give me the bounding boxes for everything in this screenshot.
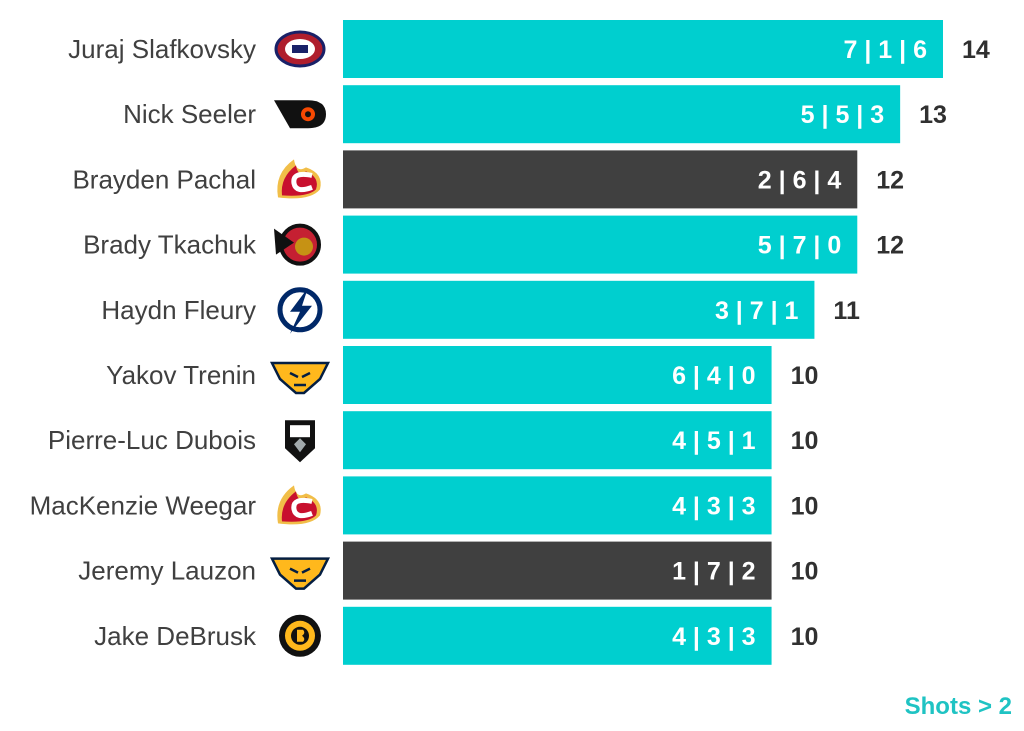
bar-value-label: 10 <box>791 427 819 455</box>
kings-logo-icon <box>285 420 315 463</box>
predators-logo-icon <box>269 361 331 395</box>
bar <box>343 150 858 209</box>
bar-value-label: 10 <box>791 623 819 651</box>
bar-row: Brayden Pachal 2 | 6 | 4 12 <box>72 150 904 209</box>
bar-value-label: 13 <box>919 101 947 129</box>
bar-row: Juraj Slafkovsky 7 | 1 | 6 14 <box>68 20 990 78</box>
player-label: Juraj Slafkovsky <box>68 34 256 64</box>
bar-row: Nick Seeler 5 | 5 | 3 13 <box>123 85 947 144</box>
bar-breakdown-label: 1 | 7 | 2 <box>672 558 755 586</box>
bar <box>343 606 772 665</box>
bar-value-label: 12 <box>876 232 904 260</box>
player-label: Nick Seeler <box>123 99 256 129</box>
bar <box>343 85 901 144</box>
bar <box>343 20 943 78</box>
bar-breakdown-label: 2 | 6 | 4 <box>758 166 842 194</box>
bar-breakdown-label: 3 | 7 | 1 <box>715 297 799 325</box>
player-label: Jeremy Lauzon <box>78 556 256 586</box>
bar-row: Brady Tkachuk 5 | 7 | 0 12 <box>83 215 904 274</box>
player-label: Jake DeBrusk <box>94 621 257 651</box>
canadiens-logo-icon <box>274 30 326 68</box>
player-label: Brady Tkachuk <box>83 230 257 260</box>
bar <box>343 411 772 470</box>
player-label: Pierre-Luc Dubois <box>48 425 256 455</box>
bruins-logo-icon <box>279 614 321 657</box>
bar-breakdown-label: 7 | 1 | 6 <box>844 36 927 64</box>
player-label: Brayden Pachal <box>72 164 256 194</box>
bar-value-label: 10 <box>791 362 819 390</box>
player-label: Haydn Fleury <box>101 295 256 325</box>
bar-breakdown-label: 4 | 3 | 3 <box>672 623 755 651</box>
bar-row: Jeremy Lauzon 1 | 7 | 2 10 <box>78 541 819 600</box>
bar-breakdown-label: 5 | 7 | 0 <box>758 232 841 260</box>
bar-value-label: 12 <box>876 166 904 194</box>
bar-row: Yakov Trenin 6 | 4 | 0 10 <box>106 346 818 404</box>
predators-logo-icon <box>269 557 331 590</box>
bar <box>343 280 815 339</box>
bar-value-label: 10 <box>791 558 819 586</box>
bar-breakdown-label: 4 | 5 | 1 <box>672 427 756 455</box>
bar <box>343 215 858 274</box>
flames-logo-icon <box>277 159 321 199</box>
lightning-logo-icon <box>277 287 323 334</box>
bar-breakdown-label: 5 | 5 | 3 <box>801 101 884 129</box>
bar-row: Pierre-Luc Dubois 4 | 5 | 1 10 <box>48 411 819 470</box>
bar-row: MacKenzie Weegar 4 | 3 | 3 10 <box>30 476 819 535</box>
bar-row: Haydn Fleury 3 | 7 | 1 11 <box>101 280 860 339</box>
bar-value-label: 10 <box>791 492 819 520</box>
senators-logo-icon <box>274 223 321 266</box>
bar-value-label: 14 <box>962 36 990 64</box>
flames-logo-icon <box>277 485 321 525</box>
bar-value-label: 11 <box>833 297 860 325</box>
bar-breakdown-label: 4 | 3 | 3 <box>672 492 755 520</box>
bar <box>343 541 772 600</box>
bar-row: Jake DeBrusk 4 | 3 | 3 10 <box>94 606 819 665</box>
bar <box>343 346 772 404</box>
shots-filter-note: Shots > 2 <box>904 693 1012 720</box>
bar-breakdown-label: 6 | 4 | 0 <box>672 362 755 390</box>
bar <box>343 476 772 535</box>
player-label: MacKenzie Weegar <box>30 490 257 520</box>
flyers-logo-icon <box>274 100 326 129</box>
player-label: Yakov Trenin <box>106 360 256 390</box>
